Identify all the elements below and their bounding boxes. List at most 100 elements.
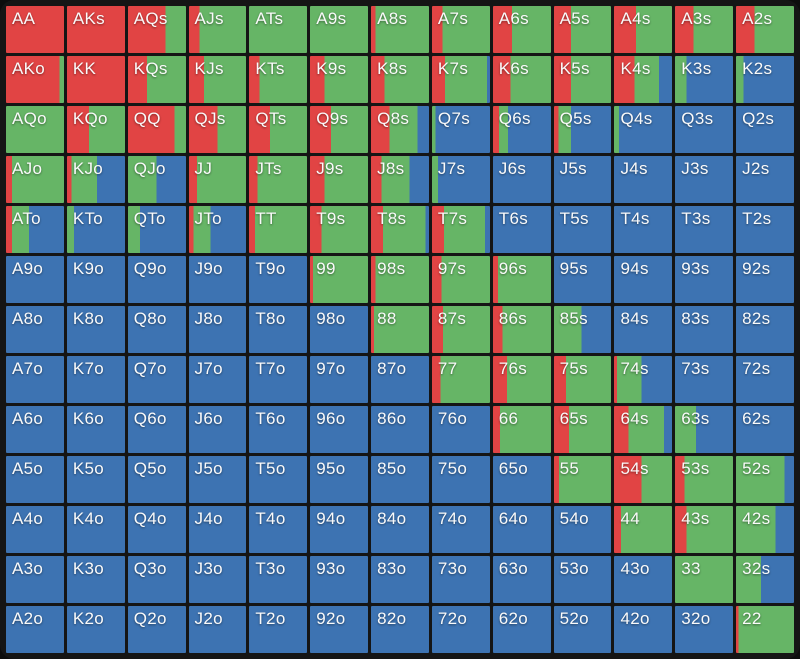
cell-98s[interactable]: 98s	[371, 256, 429, 303]
cell-T8o[interactable]: T8o	[249, 306, 308, 353]
cell-J7s[interactable]: J7s	[431, 156, 490, 203]
cell-J6s[interactable]: J6s	[492, 156, 551, 203]
cell-K3o[interactable]: K3o	[66, 556, 125, 603]
cell-83s[interactable]: 83s	[675, 306, 734, 353]
cell-95o[interactable]: 95o	[310, 456, 369, 503]
cell-73s[interactable]: 73s	[675, 356, 734, 403]
cell-92o[interactable]: 92o	[310, 606, 369, 653]
cell-Q6s[interactable]: Q6s	[492, 106, 551, 153]
cell-KJs[interactable]: KJs	[188, 56, 247, 103]
cell-64o[interactable]: 64o	[492, 506, 551, 553]
cell-Q9s[interactable]: Q9s	[310, 106, 369, 153]
cell-AA[interactable]: AA	[6, 6, 64, 53]
cell-J9s[interactable]: J9s	[310, 156, 369, 203]
cell-J8o[interactable]: J8o	[188, 306, 247, 353]
cell-53o[interactable]: 53o	[553, 556, 612, 603]
cell-A4o[interactable]: A4o	[6, 506, 64, 553]
cell-88[interactable]: 88	[371, 306, 429, 353]
cell-JJ[interactable]: JJ	[188, 156, 247, 203]
cell-K7o[interactable]: K7o	[66, 356, 125, 403]
cell-62s[interactable]: 62s	[736, 406, 794, 453]
cell-65o[interactable]: 65o	[492, 456, 551, 503]
cell-94s[interactable]: 94s	[614, 256, 673, 303]
cell-T3s[interactable]: T3s	[675, 206, 734, 253]
cell-J7o[interactable]: J7o	[188, 356, 247, 403]
cell-A6s[interactable]: A6s	[492, 6, 551, 53]
cell-A8o[interactable]: A8o	[6, 306, 64, 353]
cell-72o[interactable]: 72o	[431, 606, 490, 653]
cell-33[interactable]: 33	[675, 556, 734, 603]
cell-JTs[interactable]: JTs	[249, 156, 308, 203]
cell-K2s[interactable]: K2s	[736, 56, 794, 103]
cell-QJo[interactable]: QJo	[127, 156, 186, 203]
cell-AKs[interactable]: AKs	[66, 6, 125, 53]
cell-Q2s[interactable]: Q2s	[736, 106, 794, 153]
cell-96o[interactable]: 96o	[310, 406, 369, 453]
cell-54o[interactable]: 54o	[553, 506, 612, 553]
cell-QJs[interactable]: QJs	[188, 106, 247, 153]
cell-J2o[interactable]: J2o	[188, 606, 247, 653]
cell-K8s[interactable]: K8s	[371, 56, 429, 103]
cell-92s[interactable]: 92s	[736, 256, 794, 303]
cell-J8s[interactable]: J8s	[371, 156, 429, 203]
cell-Q2o[interactable]: Q2o	[127, 606, 186, 653]
cell-K8o[interactable]: K8o	[66, 306, 125, 353]
cell-J3s[interactable]: J3s	[675, 156, 734, 203]
cell-K4o[interactable]: K4o	[66, 506, 125, 553]
cell-Q4o[interactable]: Q4o	[127, 506, 186, 553]
cell-A6o[interactable]: A6o	[6, 406, 64, 453]
cell-KQo[interactable]: KQo	[66, 106, 125, 153]
cell-52o[interactable]: 52o	[553, 606, 612, 653]
cell-82o[interactable]: 82o	[371, 606, 429, 653]
cell-74o[interactable]: 74o	[431, 506, 490, 553]
cell-75s[interactable]: 75s	[553, 356, 612, 403]
cell-42o[interactable]: 42o	[614, 606, 673, 653]
cell-KQs[interactable]: KQs	[127, 56, 186, 103]
cell-A3o[interactable]: A3o	[6, 556, 64, 603]
cell-Q3o[interactable]: Q3o	[127, 556, 186, 603]
cell-AKo[interactable]: AKo	[6, 56, 64, 103]
cell-K7s[interactable]: K7s	[431, 56, 490, 103]
cell-A7s[interactable]: A7s	[431, 6, 490, 53]
cell-T7o[interactable]: T7o	[249, 356, 308, 403]
cell-J9o[interactable]: J9o	[188, 256, 247, 303]
cell-77[interactable]: 77	[431, 356, 490, 403]
cell-A3s[interactable]: A3s	[675, 6, 734, 53]
cell-Q9o[interactable]: Q9o	[127, 256, 186, 303]
cell-84o[interactable]: 84o	[371, 506, 429, 553]
cell-K6s[interactable]: K6s	[492, 56, 551, 103]
cell-T6s[interactable]: T6s	[492, 206, 551, 253]
cell-A5s[interactable]: A5s	[553, 6, 612, 53]
cell-T3o[interactable]: T3o	[249, 556, 308, 603]
cell-22[interactable]: 22	[736, 606, 794, 653]
cell-T8s[interactable]: T8s	[371, 206, 429, 253]
cell-Q6o[interactable]: Q6o	[127, 406, 186, 453]
cell-44[interactable]: 44	[614, 506, 673, 553]
cell-53s[interactable]: 53s	[675, 456, 734, 503]
cell-AQo[interactable]: AQo	[6, 106, 64, 153]
cell-93o[interactable]: 93o	[310, 556, 369, 603]
cell-84s[interactable]: 84s	[614, 306, 673, 353]
cell-J4s[interactable]: J4s	[614, 156, 673, 203]
cell-QTo[interactable]: QTo	[127, 206, 186, 253]
cell-43s[interactable]: 43s	[675, 506, 734, 553]
cell-T4o[interactable]: T4o	[249, 506, 308, 553]
cell-76o[interactable]: 76o	[431, 406, 490, 453]
cell-KTs[interactable]: KTs	[249, 56, 308, 103]
cell-T4s[interactable]: T4s	[614, 206, 673, 253]
cell-A7o[interactable]: A7o	[6, 356, 64, 403]
cell-86s[interactable]: 86s	[492, 306, 551, 353]
cell-J5o[interactable]: J5o	[188, 456, 247, 503]
cell-Q8s[interactable]: Q8s	[371, 106, 429, 153]
cell-42s[interactable]: 42s	[736, 506, 794, 553]
cell-95s[interactable]: 95s	[553, 256, 612, 303]
cell-87s[interactable]: 87s	[431, 306, 490, 353]
cell-86o[interactable]: 86o	[371, 406, 429, 453]
cell-72s[interactable]: 72s	[736, 356, 794, 403]
cell-QTs[interactable]: QTs	[249, 106, 308, 153]
cell-T6o[interactable]: T6o	[249, 406, 308, 453]
cell-Q7s[interactable]: Q7s	[431, 106, 490, 153]
cell-A8s[interactable]: A8s	[371, 6, 429, 53]
cell-K6o[interactable]: K6o	[66, 406, 125, 453]
cell-85s[interactable]: 85s	[553, 306, 612, 353]
